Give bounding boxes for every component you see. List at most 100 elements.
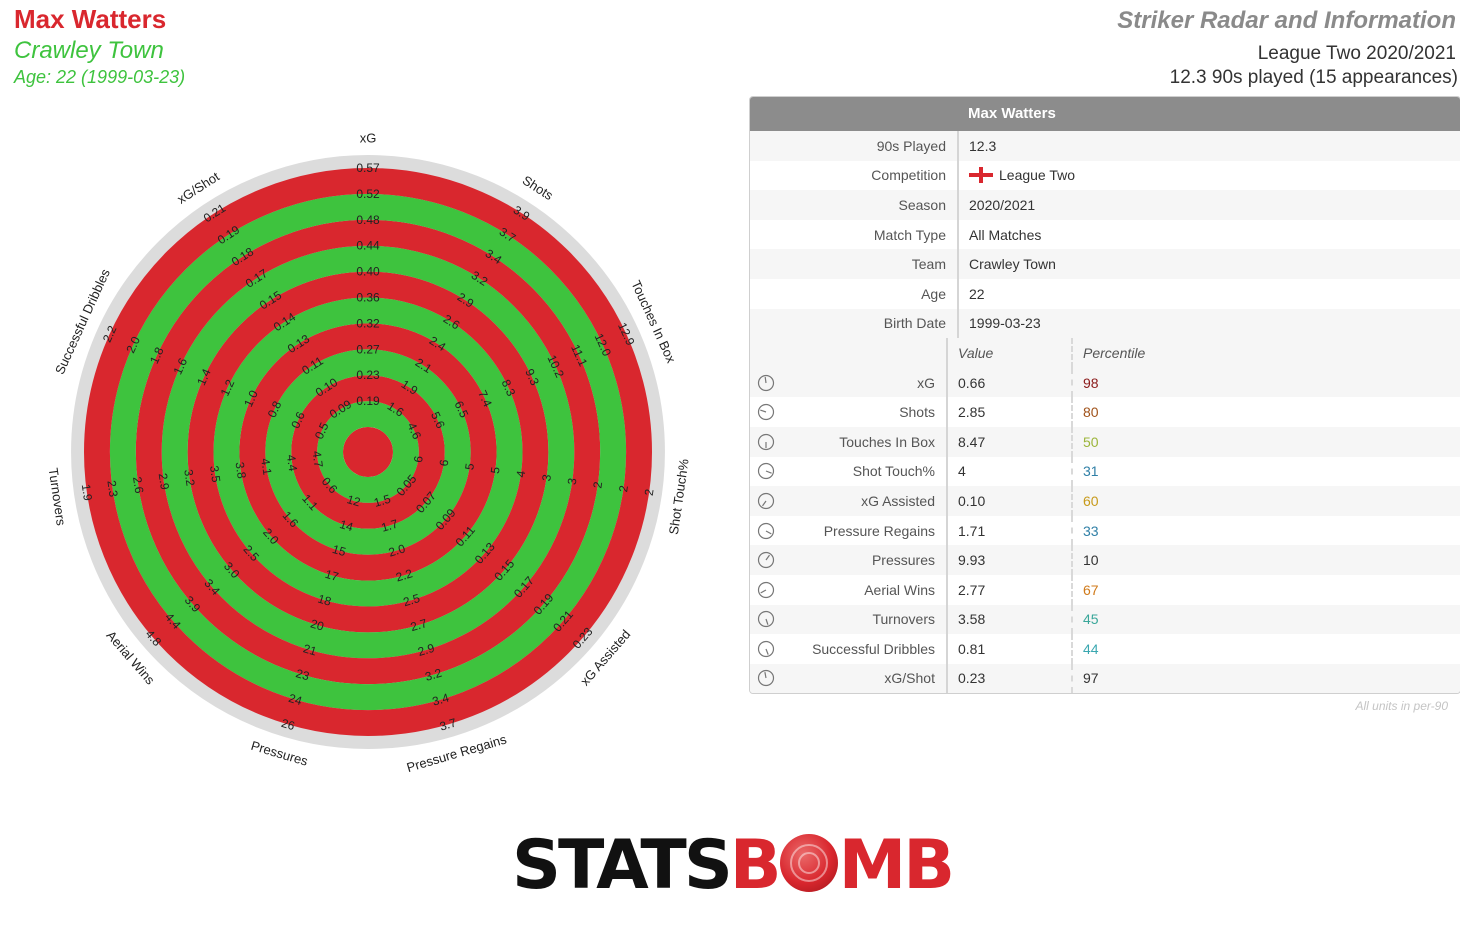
column-headers: Value Percentile — [750, 338, 1460, 368]
metric-percentile: 50 — [1071, 426, 1460, 457]
metric-row: Aerial Wins 2.77 67 — [750, 574, 1460, 605]
radar-tick-label: 0.52 — [356, 187, 380, 201]
info-value: 1999-03-23 — [957, 308, 1460, 339]
radar-tick-label: 1.7 — [380, 517, 400, 535]
metric-row: xG/Shot 0.23 97 — [750, 663, 1460, 694]
metric-value: 4 — [946, 456, 1071, 487]
radar-tick-label: 4 — [513, 469, 528, 478]
info-rows: 90s Played 12.3 Competition League Two Seaso… — [750, 131, 1460, 339]
radar-tick-label: 14 — [338, 517, 355, 534]
radar-tick-label: 0.48 — [356, 213, 380, 227]
metric-value: 9.93 — [946, 545, 1071, 575]
info-row: Age 22 — [750, 278, 1460, 309]
team-name: Crawley Town — [14, 37, 164, 64]
player-name: Max Watters — [14, 4, 167, 34]
radar-axis-name: Shots — [520, 173, 556, 204]
radar-tick-label: 0.27 — [356, 342, 380, 356]
info-value: 22 — [957, 278, 1460, 309]
col-value-header: Value — [946, 338, 1071, 368]
radar-tick-label: 21 — [302, 641, 319, 658]
metric-percentile: 10 — [1071, 545, 1460, 575]
info-value: League Two — [957, 160, 1460, 191]
metric-label: Shots — [899, 404, 935, 421]
radar-tick-label: 2 — [642, 488, 657, 497]
metric-row: Turnovers 3.58 45 — [750, 604, 1460, 635]
radar-tick-label: 26 — [280, 716, 297, 733]
bomb-ball-icon — [779, 834, 838, 892]
info-label: Competition — [871, 167, 946, 184]
metric-label: Shot Touch% — [852, 463, 935, 480]
metric-row: Pressure Regains 1.71 33 — [750, 515, 1460, 546]
radar-polygon — [343, 427, 393, 477]
radar-tick-label: 2.3 — [104, 479, 120, 498]
radar-tick-label: 1.2 — [218, 377, 238, 398]
radar-tick-label: 2.0 — [387, 541, 407, 559]
metric-label: xG Assisted — [861, 492, 935, 509]
metric-row: Shots 2.85 80 — [750, 397, 1460, 427]
radar-tick-label: 0.32 — [356, 316, 380, 330]
percentile-dial-icon — [750, 374, 782, 392]
striker-radar-chart: 0.570.520.480.440.400.360.320.270.230.19… — [46, 131, 692, 776]
radar-tick-label: 4.6 — [404, 420, 424, 441]
radar-axis-name: Pressures — [249, 738, 310, 769]
info-label: Team — [911, 256, 946, 273]
radar-tick-label: 1.6 — [170, 356, 190, 377]
radar-tick-label: 2.2 — [394, 566, 414, 584]
metric-label: Pressure Regains — [823, 522, 935, 539]
radar-tick-label: 1.4 — [194, 366, 214, 387]
percentile-dial-icon — [750, 640, 782, 658]
radar-tick-label: 2 — [590, 480, 605, 489]
radar-tick-label: 2.7 — [409, 616, 429, 634]
radar-tick-label: 2.6 — [130, 476, 146, 495]
metric-label: Touches In Box — [839, 433, 935, 450]
metric-percentile: 98 — [1071, 367, 1460, 398]
table-header: Max Watters — [750, 97, 1460, 131]
radar-tick-label: 1.9 — [79, 483, 95, 502]
radar-tick-label: 0.19 — [356, 394, 380, 408]
radar-tick-label: 0.36 — [356, 291, 380, 305]
percentile-dial-icon — [750, 492, 782, 510]
metric-percentile: 97 — [1071, 663, 1460, 694]
radar-tick-label: 0.5 — [312, 420, 332, 441]
radar-tick-label: 3.4 — [431, 690, 451, 708]
percentile-dial-icon — [750, 581, 782, 599]
statsbomb-logo: STATSB MB — [512, 826, 955, 905]
metric-row: Shot Touch% 4 31 — [750, 456, 1460, 487]
percentile-dial-icon — [750, 551, 782, 569]
radar-tick-label: 15 — [331, 542, 348, 559]
radar-tick-label: 5 — [488, 466, 503, 475]
info-label: Season — [898, 196, 946, 213]
metric-percentile: 67 — [1071, 574, 1460, 605]
radar-tick-label: 17 — [323, 567, 340, 584]
radar-tick-label: 0.6 — [288, 409, 308, 430]
percentile-dial-icon — [750, 433, 782, 451]
league-season: League Two 2020/2021 — [1257, 43, 1456, 64]
metric-value: 3.58 — [946, 604, 1071, 635]
radar-tick-label: 1.0 — [241, 388, 261, 409]
radar-title: Striker Radar and Information — [1117, 7, 1456, 34]
metric-label: xG/Shot — [884, 670, 935, 687]
radar-tick-label: 4.1 — [258, 457, 274, 476]
metric-value: 0.66 — [946, 367, 1071, 398]
info-label: 90s Played — [876, 137, 946, 154]
info-row: Season 2020/2021 — [750, 190, 1460, 220]
radar-tick-label: 23 — [294, 666, 311, 683]
metric-percentile: 44 — [1071, 634, 1460, 664]
radar-tick-label: 12 — [345, 492, 362, 509]
metric-label: Turnovers — [872, 611, 935, 628]
info-row: Team Crawley Town — [750, 249, 1460, 279]
metric-row: Successful Dribbles 0.81 44 — [750, 634, 1460, 664]
metric-percentile: 80 — [1071, 397, 1460, 427]
percentile-dial-icon — [750, 462, 782, 480]
radar-tick-label: 0.23 — [356, 368, 380, 382]
metric-percentile: 60 — [1071, 486, 1460, 516]
metric-row: Touches In Box 8.47 50 — [750, 426, 1460, 457]
percentile-dial-icon — [750, 610, 782, 628]
radar-tick-label: 7.4 — [475, 388, 495, 409]
radar-tick-label: 0.40 — [356, 265, 380, 279]
info-row: 90s Played 12.3 — [750, 131, 1460, 161]
info-label: Age — [921, 285, 946, 302]
units-footnote: All units in per-90 — [1355, 699, 1449, 713]
info-value: Crawley Town — [957, 249, 1460, 279]
radar-tick-label: 0.44 — [356, 239, 380, 253]
